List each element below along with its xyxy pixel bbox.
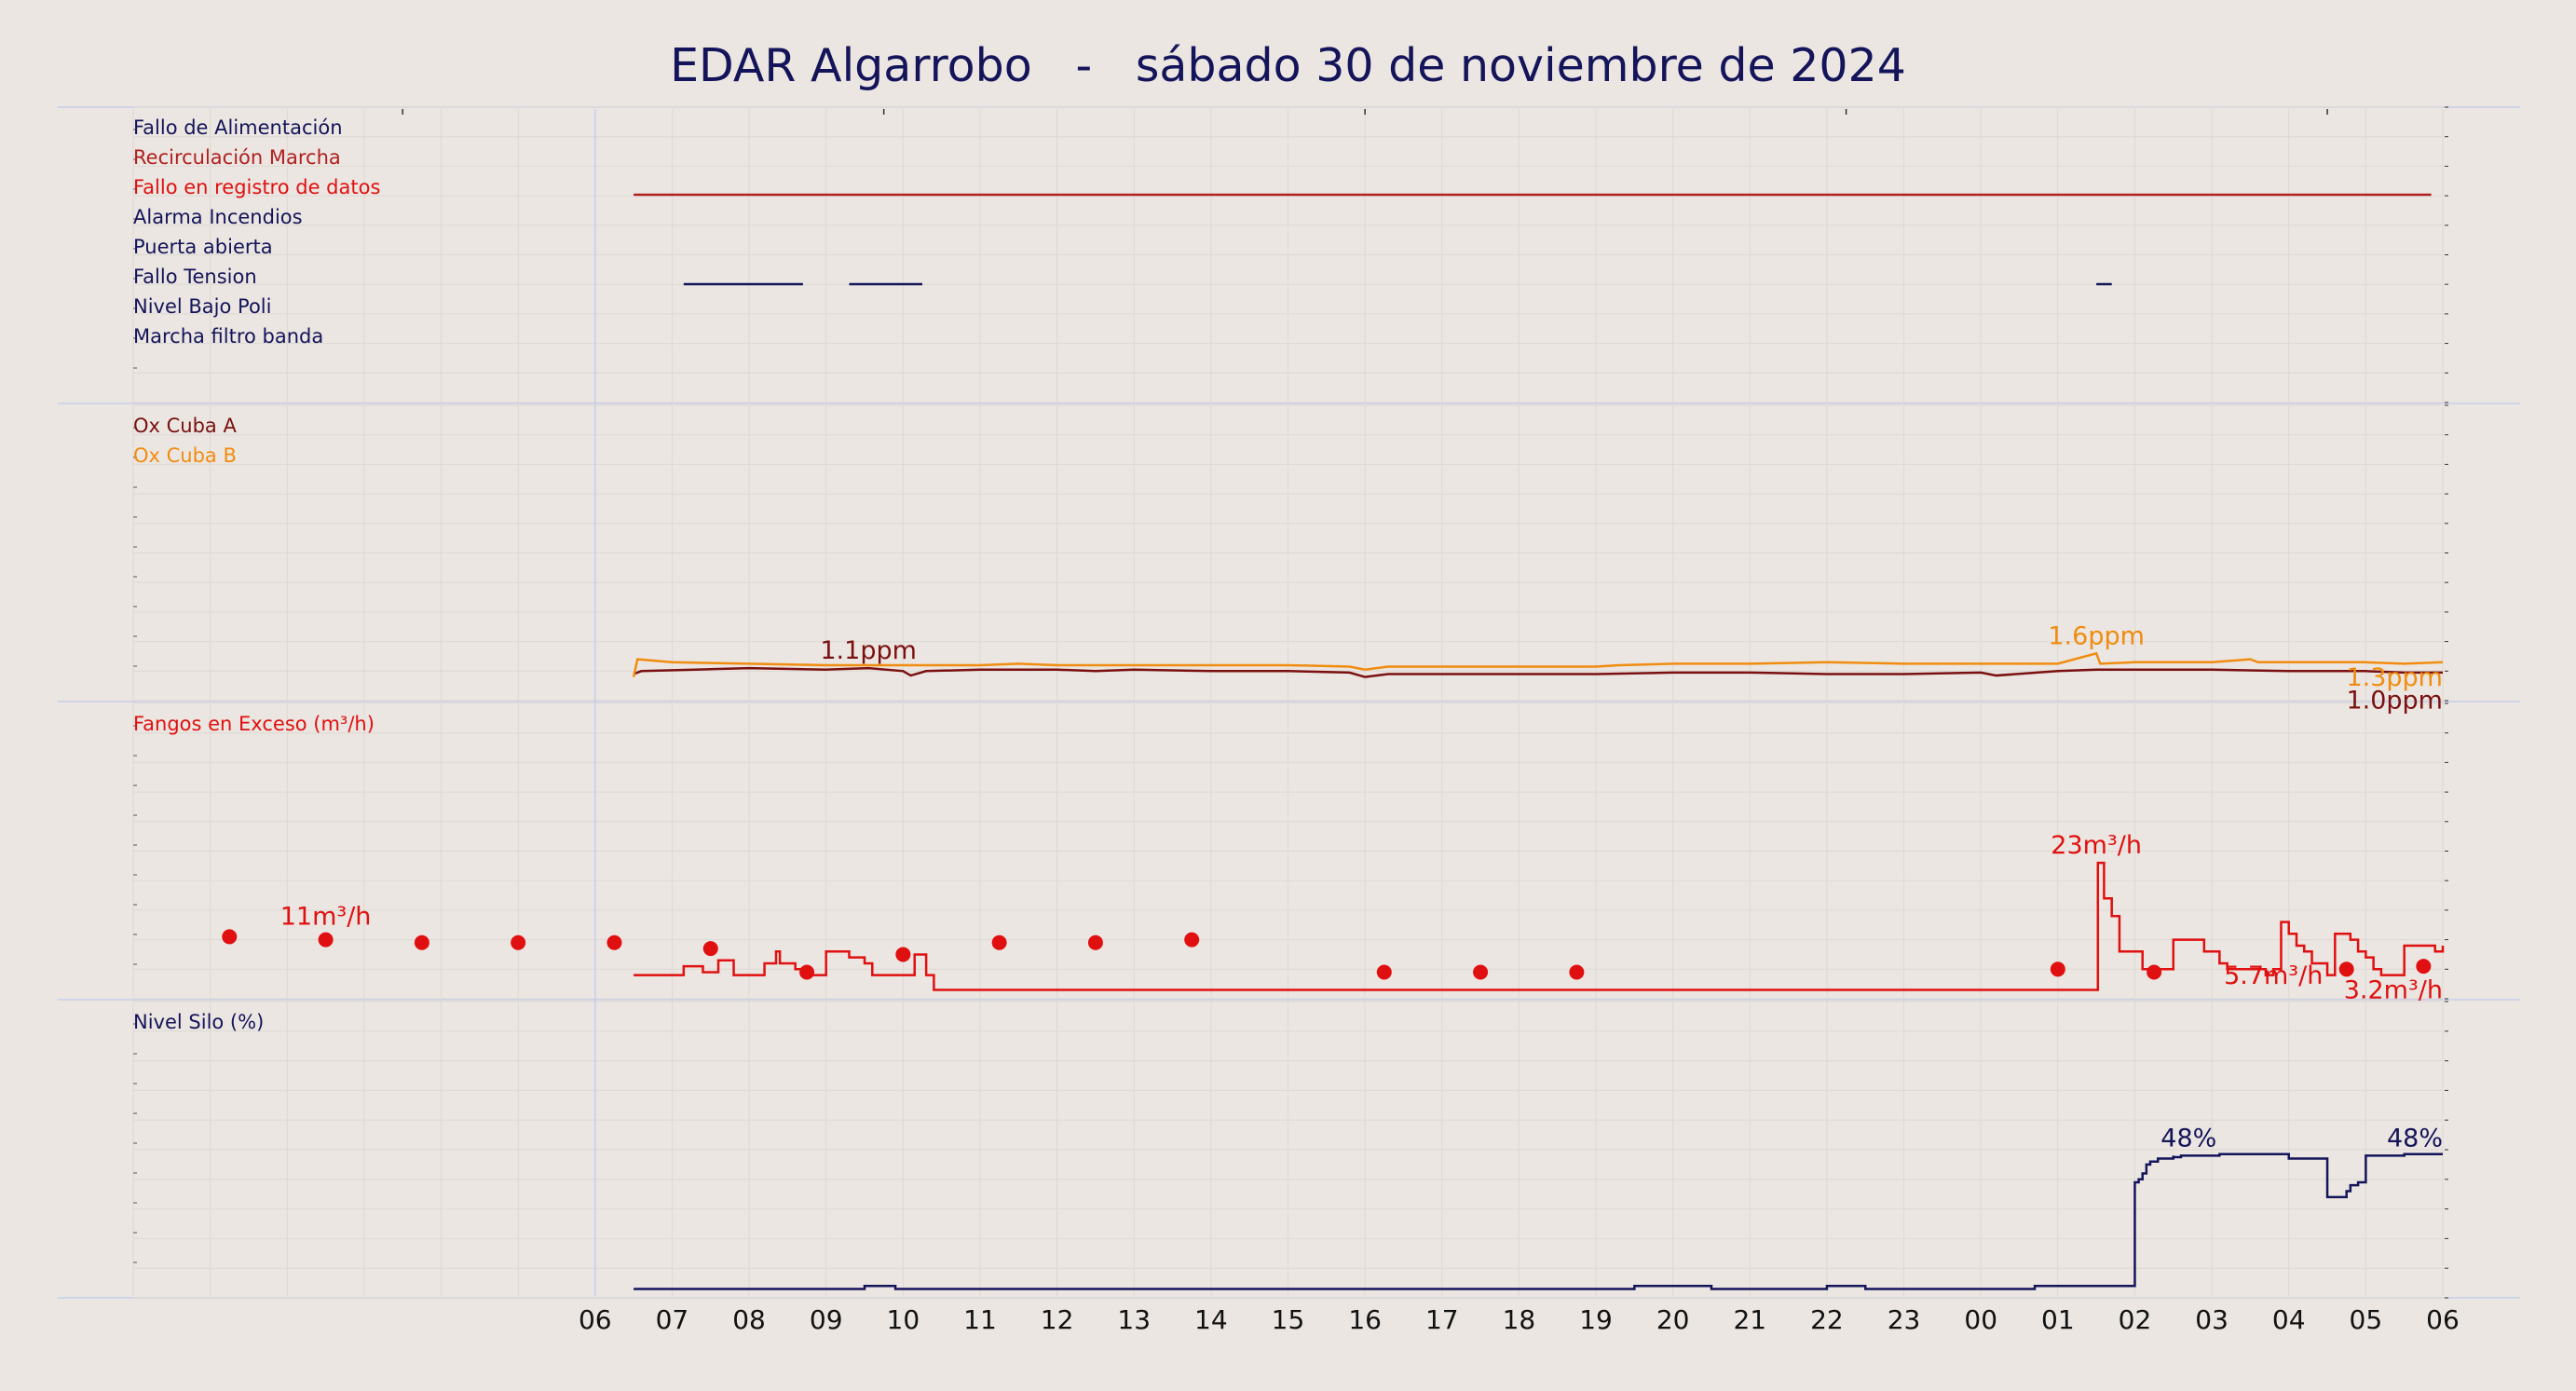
x-tick-label: 07 bbox=[656, 1304, 689, 1335]
data-point bbox=[607, 934, 622, 950]
value-annotation: 1.0ppm bbox=[2346, 686, 2443, 715]
x-tick-label: 06 bbox=[579, 1304, 612, 1335]
data-point bbox=[2416, 959, 2432, 975]
series-label: Ox Cuba B bbox=[133, 444, 237, 467]
value-annotation: 48% bbox=[2387, 1124, 2443, 1152]
x-tick-label: 11 bbox=[963, 1304, 997, 1335]
x-tick-label: 00 bbox=[1964, 1304, 1997, 1335]
value-annotation: 1.1ppm bbox=[820, 636, 917, 665]
value-annotation: 1.6ppm bbox=[2048, 621, 2145, 650]
series-label: Nivel Bajo Poli bbox=[133, 295, 271, 318]
data-point bbox=[2050, 961, 2065, 977]
value-annotation: 48% bbox=[2160, 1124, 2216, 1152]
value-annotation: 11m³/h bbox=[280, 902, 372, 931]
data-point bbox=[895, 947, 911, 962]
series-line bbox=[634, 1152, 2443, 1290]
data-point bbox=[2147, 964, 2162, 980]
x-tick-label: 10 bbox=[887, 1304, 920, 1335]
value-annotation: 5.7m³/h bbox=[2224, 961, 2323, 990]
series-label: Fallo de Alimentación bbox=[133, 116, 343, 139]
x-tick-label: 22 bbox=[1810, 1304, 1844, 1335]
data-point bbox=[1087, 934, 1103, 950]
x-tick-label: 13 bbox=[1117, 1304, 1151, 1335]
series-label: Marcha filtro banda bbox=[133, 325, 323, 348]
x-tick-label: 14 bbox=[1194, 1304, 1228, 1335]
x-tick-label: 03 bbox=[2195, 1304, 2228, 1335]
x-tick-label: 21 bbox=[1733, 1304, 1766, 1335]
series-label: Recirculación Marcha bbox=[133, 146, 341, 169]
chart-title: EDAR Algarrobo - sábado 30 de noviembre … bbox=[670, 39, 1906, 92]
x-tick-label: 08 bbox=[732, 1304, 766, 1335]
data-point bbox=[991, 934, 1007, 950]
x-tick-label: 20 bbox=[1656, 1304, 1690, 1335]
x-tick-label: 04 bbox=[2272, 1304, 2306, 1335]
x-tick-label: 12 bbox=[1041, 1304, 1074, 1335]
data-point bbox=[1569, 964, 1585, 980]
data-point bbox=[1376, 964, 1392, 980]
data-point bbox=[222, 929, 238, 945]
x-tick-label: 19 bbox=[1579, 1304, 1613, 1335]
x-tick-label: 05 bbox=[2350, 1304, 2383, 1335]
x-tick-label: 06 bbox=[2426, 1304, 2460, 1335]
value-annotation: 3.2m³/h bbox=[2344, 976, 2443, 1005]
series-line bbox=[634, 861, 2445, 991]
x-tick-label: 16 bbox=[1348, 1304, 1382, 1335]
data-point bbox=[414, 934, 429, 950]
value-annotation: 1.3ppm bbox=[2346, 663, 2443, 692]
value-annotation: 23m³/h bbox=[2051, 831, 2142, 860]
x-tick-label: 23 bbox=[1888, 1304, 1921, 1335]
series-label: Fangos en Exceso (m³/h) bbox=[133, 713, 375, 735]
series-line bbox=[632, 651, 2444, 677]
data-point bbox=[318, 932, 334, 948]
data-point bbox=[799, 964, 815, 980]
series-label: Ox Cuba A bbox=[133, 415, 237, 437]
data-point bbox=[511, 934, 526, 950]
data-point bbox=[2338, 961, 2354, 977]
series-label: Nivel Silo (%) bbox=[133, 1011, 264, 1033]
x-tick-label: 17 bbox=[1425, 1304, 1459, 1335]
data-point bbox=[1473, 964, 1489, 980]
x-tick-label: 15 bbox=[1272, 1304, 1305, 1335]
series-label: Fallo en registro de datos bbox=[133, 176, 380, 198]
x-tick-label: 01 bbox=[2041, 1304, 2075, 1335]
data-point bbox=[702, 941, 718, 957]
x-tick-label: 02 bbox=[2119, 1304, 2152, 1335]
series-label: Fallo Tension bbox=[133, 266, 257, 288]
x-tick-label: 09 bbox=[810, 1304, 843, 1335]
x-tick-label: 18 bbox=[1503, 1304, 1536, 1335]
series-label: Puerta abierta bbox=[133, 236, 273, 258]
series-line bbox=[633, 666, 2443, 678]
series-label: Alarma Incendios bbox=[133, 206, 303, 228]
data-point bbox=[1184, 932, 1200, 948]
